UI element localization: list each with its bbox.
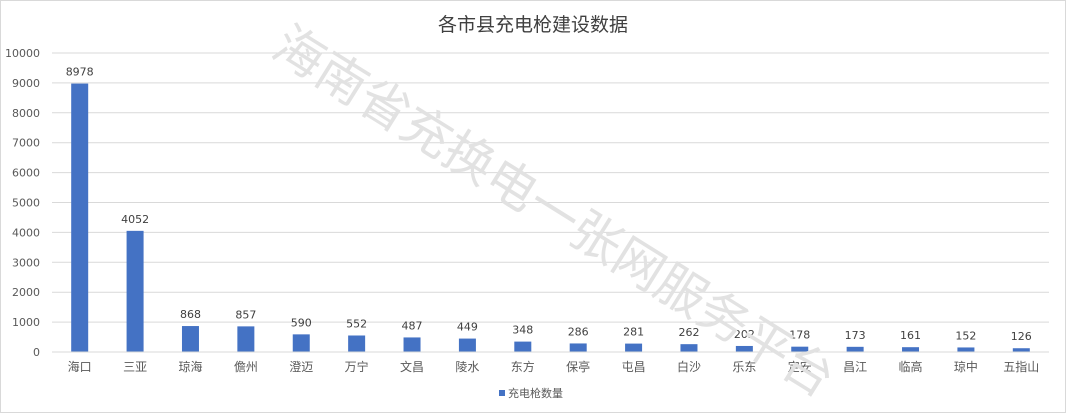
category-label: 海口 (68, 359, 92, 374)
bar (458, 338, 476, 352)
data-label: 590 (291, 316, 312, 329)
data-label: 286 (568, 325, 589, 338)
y-tick-label: 3000 (12, 256, 40, 269)
data-label: 552 (346, 317, 367, 330)
category-label: 东方 (511, 359, 535, 374)
data-label: 152 (955, 329, 976, 342)
bar (846, 346, 864, 352)
data-label: 126 (1011, 330, 1032, 343)
bar (957, 347, 975, 352)
y-tick-label: 4000 (12, 226, 40, 239)
category-label: 保亭 (566, 359, 590, 374)
data-label: 281 (623, 326, 644, 339)
legend-label: 充电枪数量 (508, 386, 563, 400)
bar (348, 335, 366, 352)
y-tick-label: 7000 (12, 137, 40, 150)
legend: 充电枪数量 (499, 386, 563, 400)
data-label: 8978 (66, 66, 94, 79)
y-tick-label: 1000 (12, 316, 40, 329)
category-label: 琼中 (954, 359, 978, 374)
bar (181, 326, 199, 352)
bar (403, 337, 421, 352)
legend-swatch (499, 390, 505, 396)
bar (625, 343, 643, 352)
category-labels: 海口 三亚 琼海 儋州 澄迈 万宁 文昌 陵水 东方 保亭 屯昌 白沙 乐东 定安 昌江 临高 琼中 五指山 (68, 359, 1040, 374)
data-label: 348 (512, 324, 533, 337)
y-tick-label: 10000 (5, 47, 40, 60)
y-tick-label: 6000 (12, 167, 40, 180)
data-label: 4052 (121, 213, 149, 226)
category-label: 临高 (899, 359, 923, 374)
category-label: 昌江 (843, 360, 867, 374)
data-label: 449 (457, 321, 478, 334)
category-label: 万宁 (345, 359, 369, 374)
category-label: 澄迈 (289, 359, 313, 374)
chart-title: 各市县充电枪建设数据 (438, 14, 628, 36)
data-label: 161 (900, 329, 921, 342)
category-label: 文昌 (400, 359, 424, 374)
category-label: 儋州 (234, 360, 258, 374)
bar (292, 334, 310, 352)
data-label: 487 (402, 319, 423, 332)
bar (1012, 348, 1030, 352)
bar (71, 83, 89, 352)
bar (902, 347, 920, 352)
y-tick-label: 9000 (12, 77, 40, 90)
category-label: 白沙 (677, 359, 701, 374)
category-label: 乐东 (732, 360, 756, 374)
category-label: 琼海 (178, 359, 202, 374)
data-label: 868 (180, 308, 201, 321)
category-label: 陵水 (455, 360, 479, 374)
data-label: 262 (678, 326, 699, 339)
category-label: 三亚 (123, 360, 147, 374)
bar (126, 230, 144, 352)
bar (735, 345, 753, 352)
category-label: 屯昌 (622, 360, 646, 374)
data-label: 857 (235, 308, 256, 321)
bar (680, 344, 698, 352)
grid-lines (52, 52, 1049, 323)
data-label: 202 (734, 328, 755, 341)
y-tick-label: 8000 (12, 107, 40, 120)
category-label: 五指山 (1003, 359, 1039, 374)
data-label: 173 (845, 329, 866, 342)
bar (569, 343, 587, 352)
data-labels: 8978 4052 868 857 590 552 487 449 348 286 281 262 20… (66, 66, 1032, 344)
y-tick-label: 5000 (12, 197, 40, 210)
y-tick-label: 0 (33, 346, 40, 359)
bar (237, 326, 255, 352)
y-tick-label: 2000 (12, 286, 40, 299)
category-label: 定安 (788, 359, 812, 374)
bar (514, 341, 532, 352)
bars (71, 83, 1030, 352)
data-label: 178 (789, 329, 810, 342)
bar (791, 346, 809, 352)
y-axis-ticks: 0 1000 2000 3000 4000 5000 6000 7000 8000 9000 100… (5, 47, 40, 359)
